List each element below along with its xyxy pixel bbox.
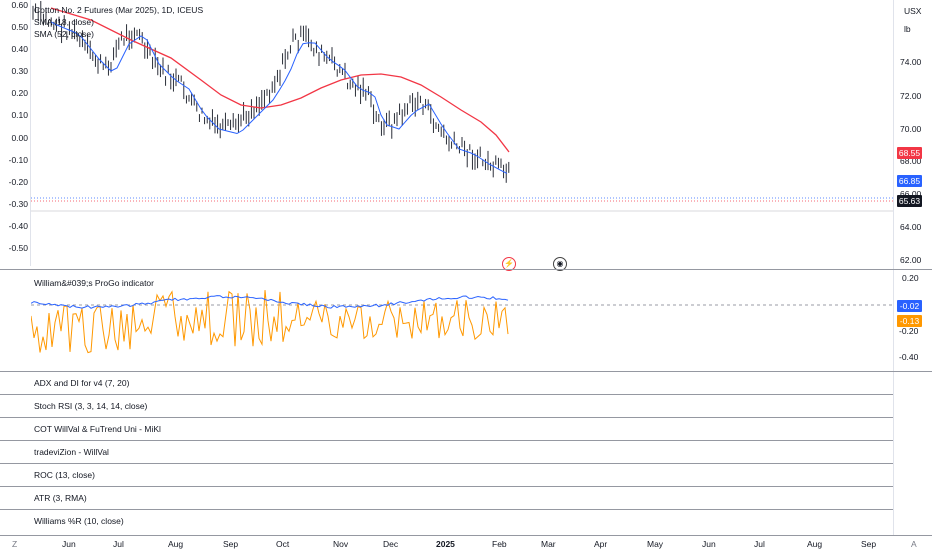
sma52-line [50,7,510,153]
sma52-value-badge: 68.55 [897,147,922,159]
symbol-title[interactable]: Cotton No. 2 Futures (Mar 2025), 1D, ICE… [34,5,204,15]
auto-scale-toggle[interactable]: A [911,539,917,549]
right-tick: 68.00 [900,156,922,166]
left-tick: 0.10 [11,110,28,120]
right-tick: 64.00 [900,222,922,232]
close-price-badge: 65.63 [897,195,922,207]
left-tick: -0.40 [8,221,28,231]
left-tick: 0.30 [11,66,28,76]
time-label: Apr [594,539,608,549]
left-tick: 0.60 [11,0,28,10]
right-tick: 74.00 [900,57,922,67]
left-tick: -0.30 [8,199,28,209]
time-label: 2025 [436,539,455,549]
time-label: Jun [62,539,76,549]
pane-adx[interactable]: ADX and DI for v4 (7, 20) [0,372,893,395]
progo-fast-line [31,290,509,354]
dividends-flag-icon[interactable]: ⚡ [502,257,516,271]
progo-slow-badge: -0.02 [897,300,922,312]
pane-label: Stoch RSI (3, 3, 14, 14, close) [34,401,148,411]
pane-label: COT WillVal & FuTrend Uni - MiKl [34,424,161,434]
time-label: Sep [223,539,239,549]
progo-chart-canvas[interactable] [31,270,893,371]
progo-title[interactable]: William&#039;s ProGo indicator [34,278,154,288]
time-label: Jun [702,539,716,549]
right-tick: 66.00 [900,189,922,199]
left-tick: 0.40 [11,44,28,54]
pane-label: ROC (13, close) [34,470,95,480]
progo-tick: -0.40 [899,352,919,362]
time-label: Aug [807,539,823,549]
pane-label: Williams %R (10, close) [34,516,124,526]
pane-separator[interactable] [0,269,932,270]
pane-cot-willval[interactable]: COT WillVal & FuTrend Uni - MiKl [0,418,893,441]
sma18-value-badge: 66.85 [897,175,922,187]
time-label: Sep [861,539,877,549]
time-label: Aug [168,539,184,549]
time-label: Mar [541,539,556,549]
time-label: Nov [333,539,349,549]
time-axis[interactable]: Z Jun Jul Aug Sep Oct Nov Dec 2025 Feb M… [0,535,932,551]
time-label: Dec [383,539,399,549]
left-tick: 0.00 [11,133,28,143]
pane-label: tradeviZion - WillVal [34,447,109,457]
currency-label: USX [904,6,922,16]
progo-tick: -0.20 [899,326,919,336]
pane-stoch-rsi[interactable]: Stoch RSI (3, 3, 14, 14, close) [0,395,893,418]
sma52-legend[interactable]: SMA (52, close) [34,29,94,39]
unit-label: lb [904,24,911,34]
left-tick: -0.10 [8,155,28,165]
right-tick: 70.00 [900,124,922,134]
left-tick: -0.50 [8,243,28,253]
pane-willval[interactable]: tradeviZion - WillVal [0,441,893,464]
left-tick: 0.50 [11,22,28,32]
left-tick: 0.20 [11,88,28,98]
earnings-flag-icon[interactable]: ◉ [553,257,567,271]
progo-slow-line [31,295,509,309]
left-tick: -0.20 [8,177,28,187]
pane-separator[interactable] [0,371,932,372]
time-label: Oct [276,539,290,549]
pane-atr[interactable]: ATR (3, RMA) [0,487,893,510]
pane-label: ADX and DI for v4 (7, 20) [34,378,130,388]
progo-fast-badge: -0.13 [897,315,922,327]
progo-tick: 0.20 [902,273,919,283]
pane-roc[interactable]: ROC (13, close) [0,464,893,487]
ohlc-bars [32,1,510,183]
price-chart-canvas[interactable] [31,0,893,270]
time-label: May [647,539,664,549]
sma18-line [50,21,508,174]
right-tick: 62.00 [900,255,922,265]
time-label: Jul [113,539,124,549]
right-price-axis[interactable]: USX lb 74.00 72.00 70.00 68.00 66.00 64.… [893,0,932,536]
pane-williams-r[interactable]: Williams %R (10, close) [0,510,893,532]
pane-label: ATR (3, RMA) [34,493,87,503]
right-tick: 72.00 [900,91,922,101]
time-label: Feb [492,539,507,549]
time-label: Jul [754,539,765,549]
timezone-toggle[interactable]: Z [12,539,18,549]
left-price-axis[interactable]: 0.60 0.50 0.40 0.30 0.20 0.10 0.00 -0.10… [0,0,31,266]
sma18-legend[interactable]: SMA (18, close) [34,17,94,27]
